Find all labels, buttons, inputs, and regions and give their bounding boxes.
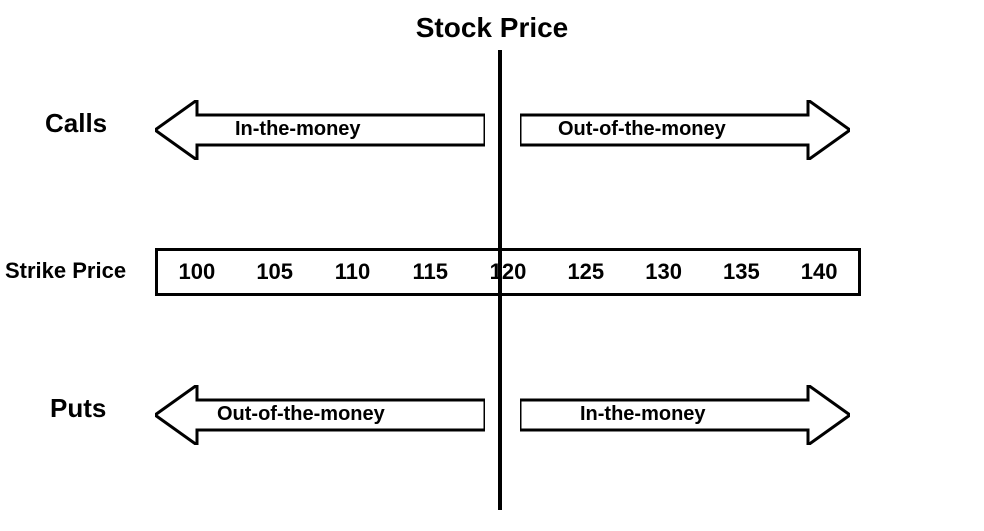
strike-140: 140 — [780, 259, 858, 285]
calls-left-arrow-label: In-the-money — [235, 118, 361, 141]
strike-105: 105 — [236, 259, 314, 285]
page-title: Stock Price — [0, 12, 984, 44]
puts-right-arrow-label: In-the-money — [580, 403, 706, 426]
calls-right-arrow-label: Out-of-the-money — [558, 118, 726, 141]
strike-135: 135 — [702, 259, 780, 285]
strike-125: 125 — [547, 259, 625, 285]
calls-label: Calls — [45, 108, 107, 139]
strike-110: 110 — [314, 259, 392, 285]
puts-label: Puts — [50, 393, 106, 424]
strike-100: 100 — [158, 259, 236, 285]
strike-115: 115 — [391, 259, 469, 285]
strike-130: 130 — [625, 259, 703, 285]
strike-120: 120 — [469, 259, 547, 285]
strike-price-scale: 100105110115120125130135140 — [155, 248, 861, 296]
strike-price-label: Strike Price — [5, 258, 126, 284]
puts-left-arrow-label: Out-of-the-money — [217, 403, 385, 426]
